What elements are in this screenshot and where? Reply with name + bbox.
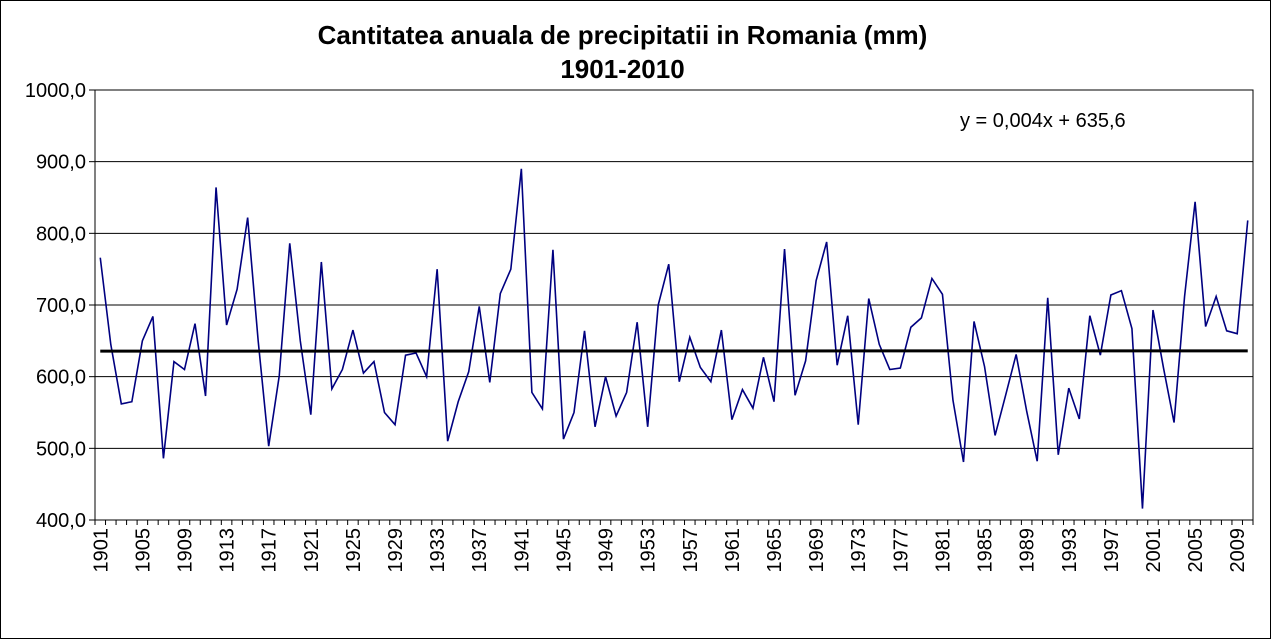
x-axis-ticks: 1901 1905 1909 1913 1917 1921 1925 1929 1933 1937… — [90, 520, 1254, 573]
x-tick-label: 1989 — [1017, 528, 1039, 573]
gridlines — [95, 89, 1253, 521]
chart-subtitle: 1901-2010 — [560, 54, 685, 84]
y-tick-label: 800,0 — [36, 223, 86, 245]
x-tick-label: 1909 — [174, 528, 196, 573]
x-tick-label: 1957 — [680, 528, 702, 573]
chart-title: Cantitatea anuala de precipitatii in Rom… — [317, 20, 928, 50]
trend-equation: y = 0,004x + 635,6 — [960, 110, 1126, 132]
x-tick-label: 2009 — [1227, 528, 1249, 573]
x-tick-label: 1993 — [1059, 528, 1081, 573]
y-tick-label: 600,0 — [36, 367, 86, 389]
x-tick-label: 1953 — [638, 528, 660, 573]
y-tick-label: 900,0 — [36, 152, 86, 174]
x-tick-label: 1929 — [385, 528, 407, 573]
x-tick-label: 1933 — [427, 528, 449, 573]
x-tick-label: 1937 — [469, 528, 491, 573]
x-tick-label: 1949 — [596, 528, 618, 573]
x-tick-label: 1945 — [553, 528, 575, 573]
x-tick-label: 1969 — [806, 528, 828, 573]
x-tick-label: 1981 — [932, 528, 954, 573]
y-tick-label: 700,0 — [36, 295, 86, 317]
precipitation-series-line — [99, 168, 1249, 509]
x-tick-label: 1925 — [343, 528, 365, 573]
x-tick-label: 1985 — [975, 528, 997, 573]
x-tick-label: 1913 — [217, 528, 239, 573]
x-tick-label: 1917 — [259, 528, 281, 573]
x-tick-label: 1901 — [90, 528, 112, 573]
plot-area — [94, 89, 1254, 521]
x-tick-label: 1961 — [722, 528, 744, 573]
y-tick-label: 500,0 — [36, 438, 86, 460]
y-axis-ticks: 400,0 500,0 600,0 700,0 800,0 900,0 1000,0 — [25, 80, 95, 532]
x-tick-label: 2005 — [1185, 528, 1207, 573]
x-tick-label: 1965 — [764, 528, 786, 573]
x-tick-label: 1905 — [132, 528, 154, 573]
x-tick-label: 1973 — [848, 528, 870, 573]
y-tick-label: 1000,0 — [25, 80, 86, 102]
x-tick-label: 1977 — [890, 528, 912, 573]
x-tick-label: 1941 — [511, 528, 533, 573]
x-tick-label: 1997 — [1101, 528, 1123, 573]
y-tick-label: 400,0 — [36, 510, 86, 532]
x-tick-label: 2001 — [1143, 528, 1165, 573]
x-tick-label: 1921 — [301, 528, 323, 573]
